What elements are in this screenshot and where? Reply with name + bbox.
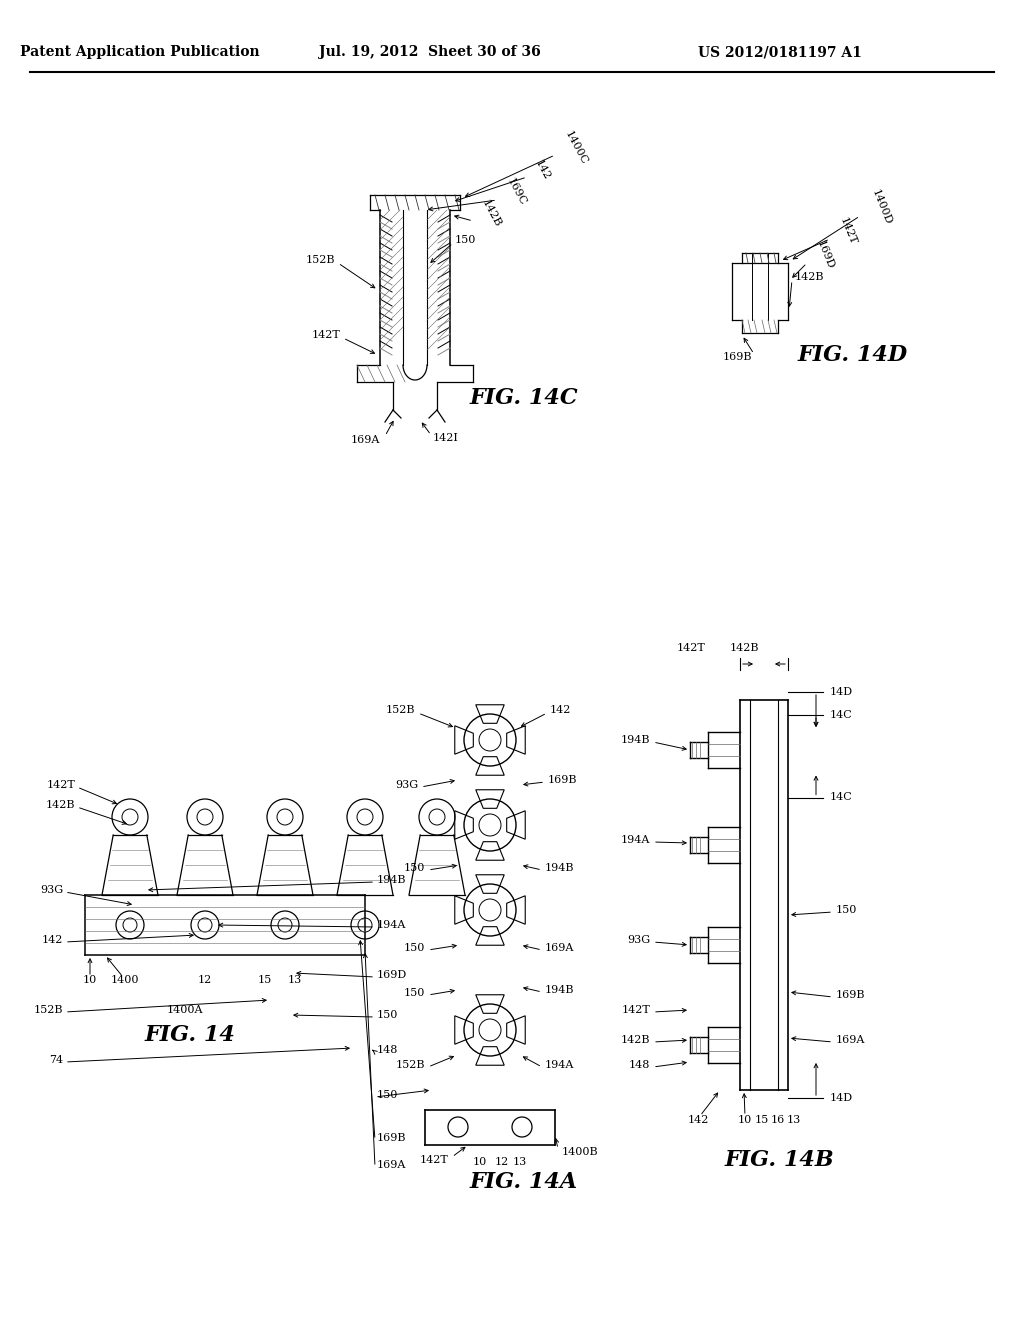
Text: 142T: 142T [46, 780, 75, 789]
Text: 152B: 152B [305, 255, 335, 265]
Text: FIG. 14D: FIG. 14D [798, 345, 908, 366]
Text: 150: 150 [403, 987, 425, 998]
Text: 150: 150 [377, 1010, 398, 1020]
Text: 15: 15 [755, 1115, 769, 1125]
Text: 142T: 142T [676, 643, 705, 653]
Text: 150: 150 [836, 906, 857, 915]
Text: 1400: 1400 [111, 975, 139, 985]
Text: 169A: 169A [836, 1035, 865, 1045]
Text: 142T: 142T [838, 215, 858, 247]
Text: 142I: 142I [433, 433, 459, 444]
Text: 142T: 142T [622, 1005, 650, 1015]
Text: FIG. 14: FIG. 14 [145, 1024, 236, 1045]
Text: 150: 150 [377, 1090, 398, 1100]
Text: 13: 13 [786, 1115, 801, 1125]
Text: 169A: 169A [377, 1160, 407, 1170]
Text: 13: 13 [513, 1158, 527, 1167]
Text: 169D: 169D [815, 239, 836, 271]
Text: FIG. 14B: FIG. 14B [725, 1148, 835, 1171]
Text: 169D: 169D [377, 970, 408, 979]
Text: 93G: 93G [40, 884, 63, 895]
Text: 142: 142 [687, 1115, 709, 1125]
Text: 12: 12 [198, 975, 212, 985]
Text: 194B: 194B [377, 875, 407, 884]
Text: 150: 150 [455, 235, 476, 246]
Text: Jul. 19, 2012  Sheet 30 of 36: Jul. 19, 2012 Sheet 30 of 36 [319, 45, 541, 59]
Text: 14C: 14C [830, 792, 853, 803]
Text: 152B: 152B [395, 1060, 425, 1071]
Text: 142B: 142B [45, 800, 75, 810]
Text: FIG. 14A: FIG. 14A [470, 1171, 579, 1193]
Text: 10: 10 [83, 975, 97, 985]
Text: 142: 142 [550, 705, 571, 715]
Text: 169A: 169A [350, 436, 380, 445]
Text: 12: 12 [495, 1158, 509, 1167]
Text: 142: 142 [534, 158, 552, 182]
Text: 93G: 93G [627, 935, 650, 945]
Text: 142B: 142B [621, 1035, 650, 1045]
Text: 169C: 169C [505, 177, 527, 207]
Text: FIG. 14C: FIG. 14C [470, 387, 579, 409]
Text: 10: 10 [473, 1158, 487, 1167]
Text: 148: 148 [377, 1045, 398, 1055]
Text: 150: 150 [403, 942, 425, 953]
Text: 10: 10 [738, 1115, 752, 1125]
Text: 194B: 194B [545, 863, 574, 873]
Text: 142T: 142T [419, 1155, 449, 1166]
Text: 194A: 194A [621, 836, 650, 845]
Text: 142B: 142B [730, 643, 760, 653]
Text: 16: 16 [771, 1115, 785, 1125]
Text: 194B: 194B [621, 735, 650, 744]
Text: 169B: 169B [548, 775, 578, 785]
Text: 15: 15 [258, 975, 272, 985]
Text: 142B: 142B [480, 198, 503, 230]
Text: 150: 150 [403, 863, 425, 873]
Text: Patent Application Publication: Patent Application Publication [20, 45, 260, 59]
Text: 169B: 169B [377, 1133, 407, 1143]
Text: 13: 13 [288, 975, 302, 985]
Text: 1400C: 1400C [563, 129, 589, 166]
Text: 148: 148 [629, 1060, 650, 1071]
Text: 1400D: 1400D [870, 187, 893, 226]
Text: 152B: 152B [385, 705, 415, 715]
Text: 169B: 169B [836, 990, 865, 1001]
Text: 1400A: 1400A [167, 1005, 203, 1015]
Text: 194A: 194A [377, 920, 407, 931]
Text: 194A: 194A [545, 1060, 574, 1071]
Text: 169B: 169B [723, 352, 752, 362]
Text: 14C: 14C [830, 710, 853, 719]
Text: US 2012/0181197 A1: US 2012/0181197 A1 [698, 45, 862, 59]
Text: 142: 142 [42, 935, 63, 945]
Text: 152B: 152B [34, 1005, 63, 1015]
Text: 142T: 142T [311, 330, 340, 341]
Text: 142B: 142B [795, 272, 824, 282]
Text: 14D: 14D [830, 1093, 853, 1104]
Text: 1400B: 1400B [562, 1147, 599, 1158]
Text: 93G: 93G [395, 780, 418, 789]
Text: 169A: 169A [545, 942, 574, 953]
Text: 14D: 14D [830, 686, 853, 697]
Text: 74: 74 [49, 1055, 63, 1065]
Text: 194B: 194B [545, 985, 574, 995]
